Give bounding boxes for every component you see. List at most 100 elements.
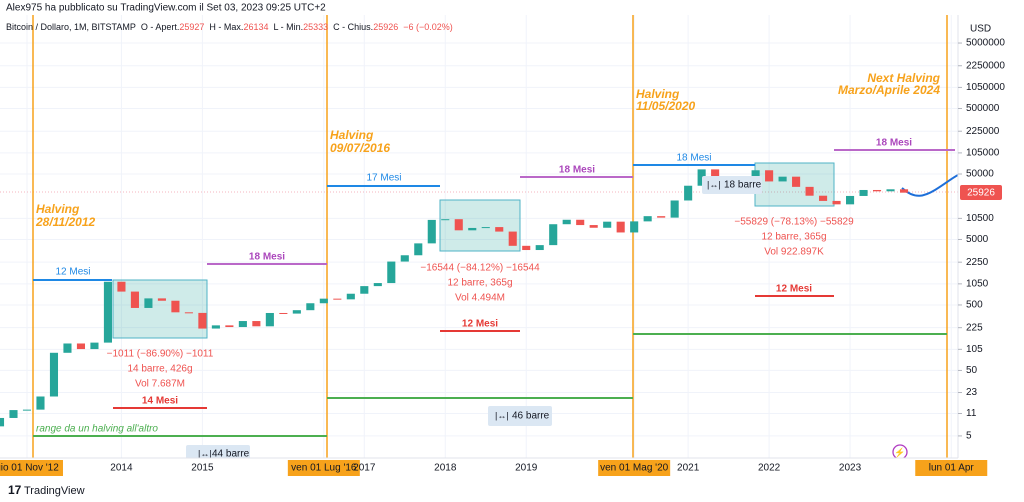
- candle: [9, 410, 18, 418]
- projection: [901, 174, 959, 197]
- x-tick-label: gio 01 Nov '12: [0, 463, 59, 474]
- candle: [184, 312, 193, 314]
- candle: [387, 261, 396, 284]
- candle: [751, 170, 760, 178]
- value: 25927: [179, 22, 204, 32]
- candle: [657, 216, 666, 218]
- candle: [630, 221, 639, 233]
- annotation: 28/11/2012: [35, 215, 95, 229]
- x-tick-label: 2018: [434, 463, 457, 474]
- candle: [805, 186, 814, 196]
- x-tick-label: 2021: [677, 463, 700, 474]
- candle: [117, 281, 126, 292]
- candle: [535, 245, 544, 251]
- logo: 17: [8, 483, 22, 497]
- drawdown-box: [439, 199, 521, 252]
- value: −6 (−0.02%): [403, 22, 453, 32]
- candle: [414, 243, 423, 256]
- candle: [103, 281, 112, 343]
- candle: [225, 325, 234, 328]
- candle: [130, 291, 139, 308]
- x-tick-badge: [287, 460, 360, 476]
- candle: [711, 169, 720, 183]
- stat: 14 barre, 426g: [127, 364, 192, 375]
- candle: [576, 219, 585, 226]
- value: 26134: [243, 22, 268, 32]
- y-tick-label: 500000: [966, 103, 1000, 114]
- candle: [899, 189, 909, 193]
- y-tick-label: 23: [966, 387, 978, 398]
- footer: TradingView: [24, 485, 85, 497]
- y-tick-label: 1050000: [966, 82, 1005, 93]
- candle: [481, 227, 490, 229]
- label: O - Apert.: [141, 22, 180, 32]
- y-tick-label: 5: [966, 431, 972, 442]
- candle: [616, 221, 625, 233]
- bars-icon: |↔|: [495, 410, 509, 420]
- x-tick-label: ven 01 Lug '16: [291, 463, 357, 474]
- annotation: 18 Mesi: [876, 138, 912, 149]
- bars-label: 46 barre: [512, 411, 550, 422]
- stat: Vol 7.687M: [135, 379, 185, 390]
- time-axis: [0, 458, 1024, 478]
- annotation: 18 Mesi: [559, 165, 595, 176]
- candle: [0, 417, 5, 427]
- annotation: Halving: [36, 202, 80, 216]
- y-tick-label: 2250000: [966, 60, 1005, 71]
- candle: [360, 286, 369, 294]
- candle: [279, 312, 288, 314]
- annotation: Marzo/Aprile 2024: [838, 83, 940, 97]
- candle: [832, 200, 841, 205]
- candle: [819, 195, 828, 201]
- x-tick-label: 2015: [191, 463, 214, 474]
- candle: [441, 219, 450, 221]
- candle: [63, 343, 72, 353]
- y-axis: 5000000 2250000 1050000 500000 225000 105000 5…: [958, 38, 1005, 442]
- x-tick-label: 2019: [515, 463, 538, 474]
- x-tick-label: 2022: [758, 463, 781, 474]
- annotation: 12 Mesi: [55, 267, 90, 278]
- annotation: 11/05/2020: [636, 99, 695, 113]
- x-tick-label: ven 01 Mag '20: [600, 463, 669, 474]
- annotation: 18 Mesi: [249, 252, 285, 263]
- candle: [49, 352, 59, 397]
- candle: [562, 219, 571, 225]
- annotation: Halving: [636, 87, 680, 101]
- bars-label: 44 barre: [212, 449, 250, 460]
- bars-icon: |↔|: [707, 179, 721, 189]
- candle: [522, 245, 531, 251]
- x-tick-label: 2017: [353, 463, 376, 474]
- annotation: Halving: [330, 128, 374, 142]
- candle: [778, 176, 787, 182]
- y-tick-label: 105: [966, 344, 983, 355]
- label: L - Min.: [273, 22, 303, 32]
- candle: [265, 312, 274, 327]
- last-price-badge: [960, 185, 1002, 200]
- label: C - Chius.: [333, 22, 373, 32]
- y-tick-label: 11: [966, 408, 977, 419]
- x-tick-label: 2023: [839, 463, 862, 474]
- y-tick-label: 105000: [966, 148, 1000, 159]
- candle: [346, 293, 355, 300]
- y-tick-label: 2250: [966, 257, 989, 268]
- x-tick-label: lun 01 Apr: [929, 463, 975, 474]
- candle: [76, 343, 86, 350]
- candle: [468, 227, 477, 231]
- candle: [697, 169, 706, 186]
- candle: [144, 298, 153, 308]
- candle: [684, 185, 693, 201]
- y-tick-label: 225: [966, 322, 983, 333]
- legend-line: Bitcoin / Dollaro, 1M, BITSTAMP O - Apert…: [6, 22, 453, 32]
- candle: [198, 312, 207, 329]
- stat: −55829 (−78.13%) −55829: [734, 217, 854, 228]
- candle: [157, 298, 166, 301]
- annotation: 14 Mesi: [142, 396, 178, 407]
- candle: [589, 225, 598, 228]
- candle: [454, 219, 463, 231]
- stat: Vol 922.897K: [764, 247, 824, 258]
- bars-badge: [702, 176, 762, 194]
- y-tick-label: 5000000: [966, 38, 1005, 49]
- candle: [373, 283, 382, 287]
- y-tick-label: 1050: [966, 278, 989, 289]
- annotation: Next Halving: [867, 71, 940, 85]
